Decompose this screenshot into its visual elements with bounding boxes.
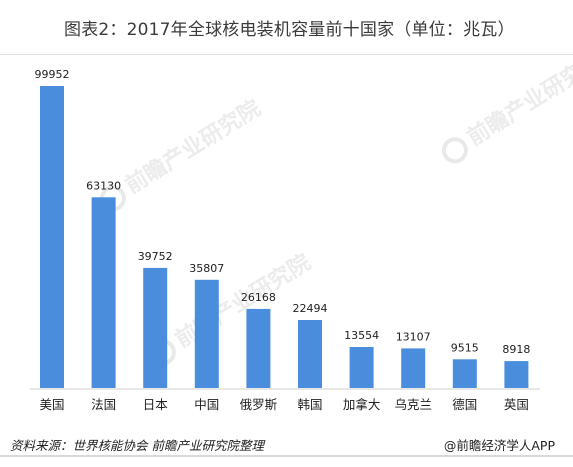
value-label-8: 9515 <box>451 341 479 354</box>
value-label-4: 26168 <box>241 291 276 304</box>
svg-text:前瞻产业研究院: 前瞻产业研究院 <box>463 47 573 151</box>
value-labels-group: 99952 63130 39752 35807 26168 22494 13554 13107… <box>35 68 531 356</box>
category-labels-group: 美国 法国 日本 中国 俄罗斯 韩国 加拿大 乌克兰 德国 英国 <box>39 397 528 412</box>
category-label-3: 中国 <box>194 397 219 412</box>
credit-note: @前瞻经济学人APP <box>443 438 555 453</box>
value-label-9: 8918 <box>502 343 530 356</box>
bar-8 <box>452 359 477 388</box>
bars-group <box>40 86 529 388</box>
svg-text:前瞻产业研究院: 前瞻产业研究院 <box>121 95 265 199</box>
bar-3 <box>194 279 219 388</box>
value-label-3: 35807 <box>189 262 224 275</box>
category-label-1: 法国 <box>91 397 116 412</box>
bar-7 <box>401 348 426 388</box>
category-label-2: 日本 <box>143 397 169 412</box>
value-label-5: 22494 <box>293 302 328 315</box>
watermark-2: 前瞻产业研究院 <box>149 249 315 366</box>
value-label-6: 13554 <box>344 329 379 342</box>
bar-6 <box>349 347 374 388</box>
source-note: 资料来源：世界核能协会 前瞻产业研究院整理 <box>10 438 264 453</box>
category-label-9: 英国 <box>504 397 529 412</box>
category-label-6: 加拿大 <box>343 397 381 412</box>
bar-2 <box>143 267 168 388</box>
bar-9 <box>504 361 529 388</box>
bottom-divider <box>0 455 573 457</box>
title-divider <box>0 54 573 55</box>
category-label-8: 德国 <box>452 397 477 412</box>
category-label-5: 韩国 <box>297 397 322 412</box>
watermark-0: 前瞻产业研究院 <box>99 95 265 212</box>
chart-title: 图表2：2017年全球核电装机容量前十国家（单位：兆瓦） <box>64 20 515 40</box>
watermark-1: 前瞻产业研究院 <box>441 47 573 164</box>
category-label-4: 俄罗斯 <box>240 397 278 412</box>
value-label-0: 99952 <box>35 68 70 81</box>
category-label-0: 美国 <box>39 397 64 412</box>
category-label-7: 乌克兰 <box>394 397 432 412</box>
value-label-7: 13107 <box>396 330 431 343</box>
value-label-2: 39752 <box>138 250 173 263</box>
value-label-1: 63130 <box>86 179 121 192</box>
bar-0 <box>40 86 64 388</box>
bar-1 <box>91 197 116 388</box>
bar-5 <box>298 320 322 388</box>
bar-4 <box>246 308 271 388</box>
